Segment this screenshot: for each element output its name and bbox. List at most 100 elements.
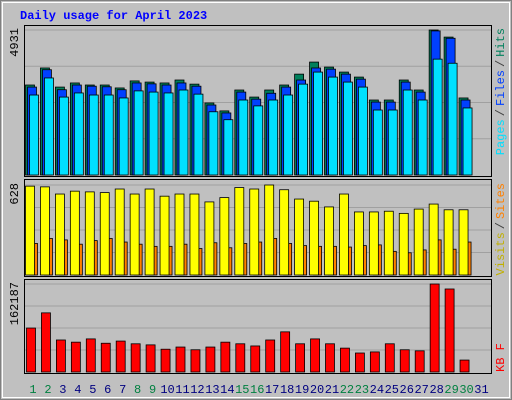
x-tick-label: 25 (385, 383, 399, 397)
bar (114, 188, 125, 276)
bar (29, 94, 39, 176)
bar (69, 190, 80, 276)
bar (208, 111, 219, 176)
bar (295, 343, 306, 373)
bar (443, 209, 454, 276)
x-tick-label: 10 (160, 383, 174, 397)
x-tick-label: 3 (59, 383, 66, 397)
bar (264, 184, 275, 276)
bar (223, 119, 234, 176)
bar (324, 206, 334, 276)
bar (133, 90, 144, 176)
bar (73, 92, 84, 176)
bar (309, 200, 319, 276)
legend: Visits / Sites (494, 183, 508, 275)
bar (339, 193, 349, 276)
x-tick-label: 16 (250, 383, 264, 397)
bar (383, 210, 394, 276)
bar (234, 187, 245, 276)
bar (144, 188, 155, 276)
x-tick-label: 21 (325, 383, 339, 397)
x-tick-label: 28 (429, 383, 443, 397)
x-tick-label: 22 (340, 383, 354, 397)
x-tick-label: 29 (444, 383, 458, 397)
bar (343, 81, 353, 176)
y-tick-label: 4931 (8, 28, 22, 57)
bar (340, 347, 350, 373)
bar (55, 193, 65, 276)
bar (368, 211, 379, 276)
y-tick-label: 628 (8, 183, 22, 205)
bar (325, 343, 335, 373)
bar (428, 203, 439, 276)
x-tick-label: 1 (29, 383, 36, 397)
bar (354, 352, 365, 373)
x-tick-label: 18 (280, 383, 294, 397)
bar (145, 344, 156, 373)
x-tick-label: 6 (104, 383, 111, 397)
bar (328, 76, 338, 176)
bar (372, 109, 383, 176)
bar (313, 71, 323, 176)
bar (26, 327, 36, 373)
bar (193, 93, 204, 176)
bar (148, 91, 159, 176)
legend-entry: Visits (494, 232, 508, 275)
bar (25, 185, 35, 276)
bar (190, 349, 201, 373)
x-tick-label: 12 (190, 383, 204, 397)
x-tick-label: 13 (205, 383, 219, 397)
legend: Pages / Files / Hits (494, 28, 508, 155)
bar (175, 346, 186, 373)
bar (44, 77, 54, 176)
x-tick-label: 26 (400, 383, 414, 397)
bar (40, 186, 50, 276)
bar (70, 341, 81, 373)
x-tick-label: 2 (44, 383, 51, 397)
x-tick-label: 24 (370, 383, 384, 397)
bar (250, 345, 261, 373)
bar (265, 339, 276, 373)
legend: KB F (494, 343, 508, 372)
bar (41, 312, 51, 373)
bar (129, 193, 140, 276)
bar (130, 343, 141, 373)
x-tick-label: 8 (134, 383, 141, 397)
bar (458, 209, 469, 276)
bar (298, 83, 309, 176)
bar (178, 89, 189, 176)
x-tick-label: 30 (459, 383, 473, 397)
bar (413, 208, 424, 276)
bar (387, 109, 398, 176)
bar (88, 94, 99, 176)
bar (253, 105, 264, 176)
bar (59, 96, 69, 176)
bar (432, 58, 443, 176)
x-tick-label: 20 (310, 383, 324, 397)
bar (100, 342, 111, 373)
legend-entry: Sites (494, 183, 508, 219)
bar (238, 99, 249, 176)
bar (56, 339, 66, 373)
legend-entry: Pages (494, 119, 508, 155)
bar (189, 193, 200, 276)
legend-entry: Files (494, 70, 508, 106)
x-tick-label: 14 (220, 383, 234, 397)
x-tick-label: 15 (235, 383, 249, 397)
bar (249, 188, 260, 276)
bar (174, 193, 185, 276)
x-tick-label: 11 (175, 383, 189, 397)
bar (459, 359, 470, 373)
x-tick-label: 5 (89, 383, 96, 397)
x-tick-label: 19 (295, 383, 309, 397)
bar (163, 92, 174, 176)
x-tick-label: 7 (119, 383, 126, 397)
x-tick-label: 23 (355, 383, 369, 397)
bar (219, 197, 230, 276)
chart-title: Daily usage for April 2023 (20, 9, 207, 23)
y-tick-label: 162187 (8, 282, 22, 325)
bar (220, 341, 231, 373)
legend-entry: KB F (494, 343, 508, 372)
bar (369, 351, 380, 373)
